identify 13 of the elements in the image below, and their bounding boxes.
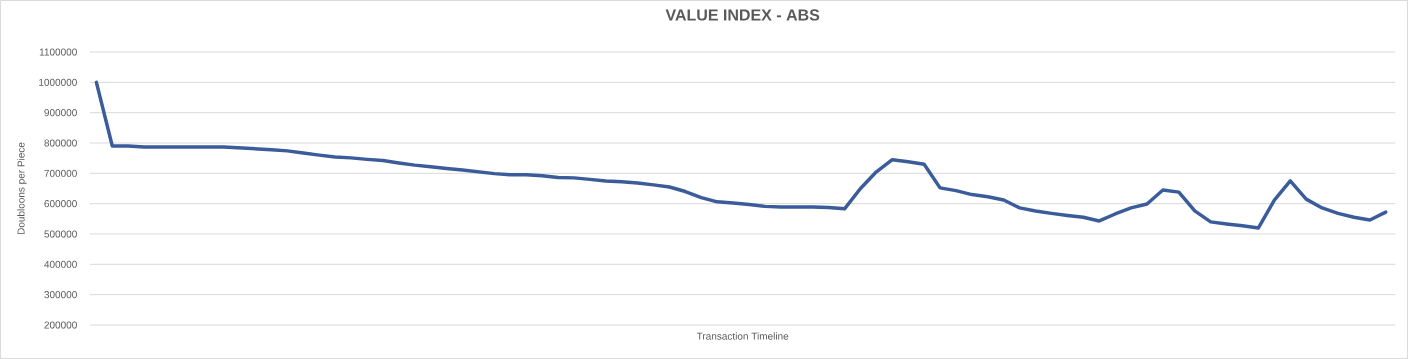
chart-title: VALUE INDEX - ABS [665, 9, 820, 21]
y-tick-label: 900000 [44, 109, 77, 117]
y-tick-label: 600000 [44, 200, 77, 208]
y-tick-label: 300000 [44, 291, 77, 299]
y-tick-label: 800000 [44, 139, 77, 147]
x-axis-title: Transaction Timeline [696, 332, 789, 340]
y-tick-label: 500000 [44, 230, 77, 238]
y-tick-label: 1100000 [39, 48, 77, 56]
y-axis-title: Doubloons per Piece [17, 142, 27, 235]
y-tick-label: 1000000 [39, 78, 77, 86]
y-tick-label: 400000 [44, 260, 77, 268]
y-tick-label: 200000 [44, 321, 77, 329]
y-tick-label: 700000 [44, 169, 77, 177]
